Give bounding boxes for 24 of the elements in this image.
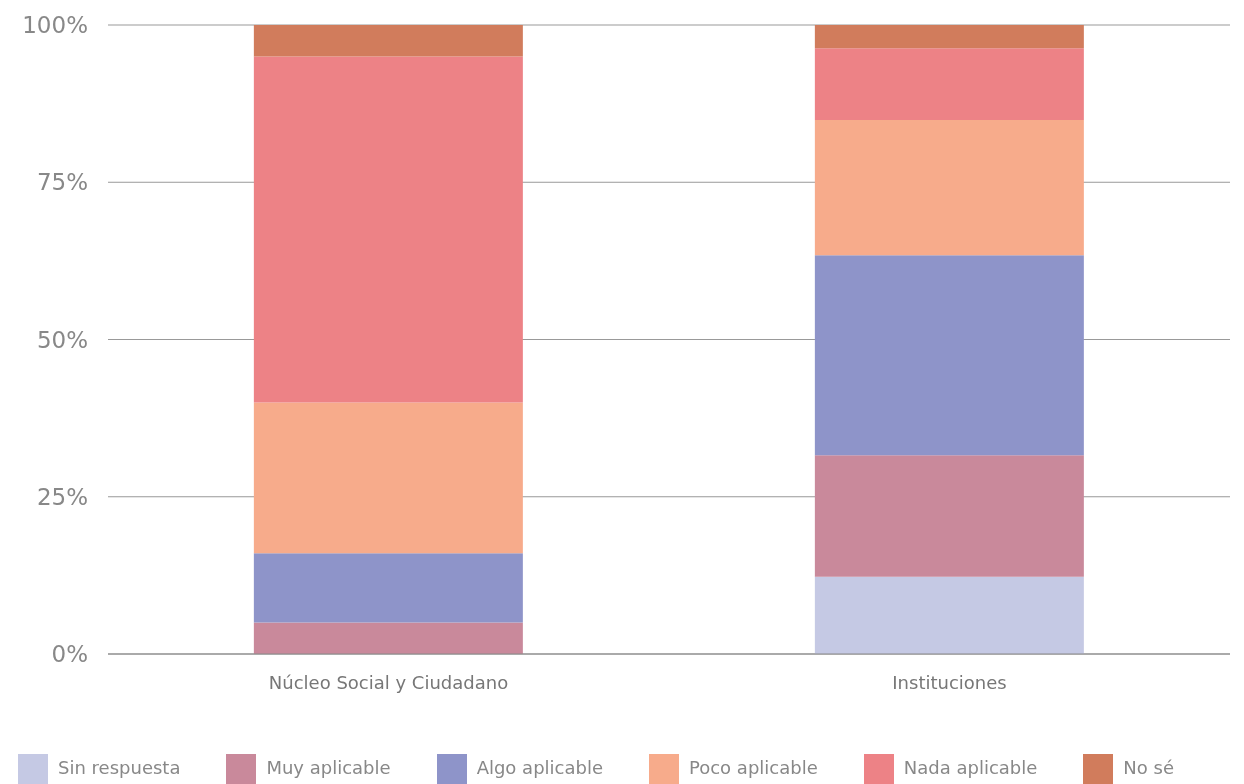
bar [814,119,1084,256]
legend-label: Muy aplicable [266,757,391,778]
bar [814,48,1084,120]
x-tick-label: Núcleo Social y Ciudadano [268,671,509,693]
bar [253,56,523,403]
bar [814,25,1084,49]
x-tick-label: Instituciones [892,671,1007,693]
legend-label: Algo aplicable [476,757,603,778]
legend-label: Poco aplicable [689,757,818,778]
bar [814,576,1084,654]
y-tick-label: 25% [36,483,88,510]
bar [253,25,523,57]
legend-label: Nada aplicable [903,757,1038,778]
legend-label: No sé [1123,757,1174,778]
bar [253,402,523,554]
y-tick-label: 75% [36,169,88,196]
y-tick-label: 50% [36,326,88,353]
y-tick-label: 0% [51,641,88,668]
bar [253,553,523,623]
bar [814,255,1084,456]
legend-label: Sin respuesta [58,757,181,778]
bar [814,455,1084,577]
y-tick-label: 100% [22,12,88,39]
bar [253,622,523,654]
